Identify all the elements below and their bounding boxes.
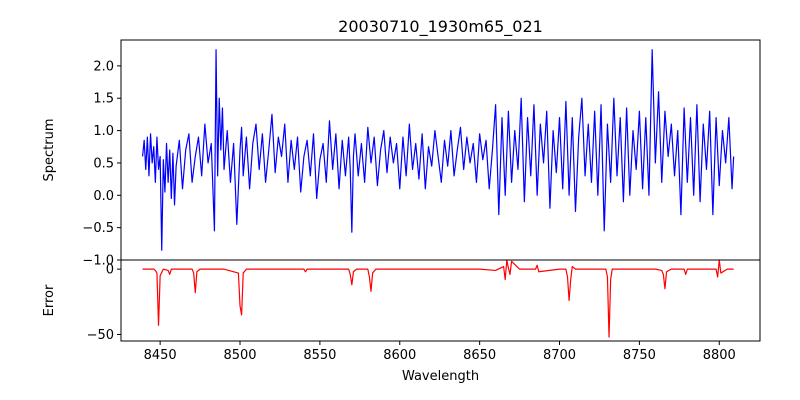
error-y-tick-label: −50 — [87, 328, 114, 343]
x-tick-label: 8750 — [623, 348, 656, 363]
error-panel: 0 −50 8450 8500 8550 8600 8650 8700 8750 8800 — [87, 259, 761, 363]
x-tick-label: 8450 — [144, 348, 177, 363]
spectrum-y-tick-label: 2.0 — [93, 59, 114, 74]
x-tick-label: 8600 — [383, 348, 416, 363]
error-axis-label: Error — [42, 284, 57, 316]
spectrum-line — [141, 49, 735, 251]
spectrum-y-tick-label: −1.0 — [82, 254, 114, 269]
x-tick-label: 8500 — [223, 348, 256, 363]
spectrum-y-tick-label: 1.5 — [93, 92, 114, 107]
spectrum-y-tick-label: 0.5 — [93, 156, 114, 171]
x-tick-label: 8700 — [543, 348, 576, 363]
x-tick-label: 8800 — [703, 348, 736, 363]
spectrum-y-tick-label: 0.0 — [93, 189, 114, 204]
spectrum-y-tick-label: −0.5 — [82, 221, 114, 236]
spectrum-axis-label: Spectrum — [42, 119, 57, 182]
chart-title: 20030710_1930m65_021 — [338, 17, 543, 37]
error-axes-frame — [120, 259, 761, 342]
spectrum-y-tick-label: 1.0 — [93, 124, 114, 139]
wavelength-axis-label: Wavelength — [402, 369, 479, 384]
x-tick-label: 8650 — [463, 348, 496, 363]
x-tick-label: 8550 — [303, 348, 336, 363]
error-y-tick-label: 0 — [106, 263, 114, 278]
error-line — [142, 259, 734, 338]
